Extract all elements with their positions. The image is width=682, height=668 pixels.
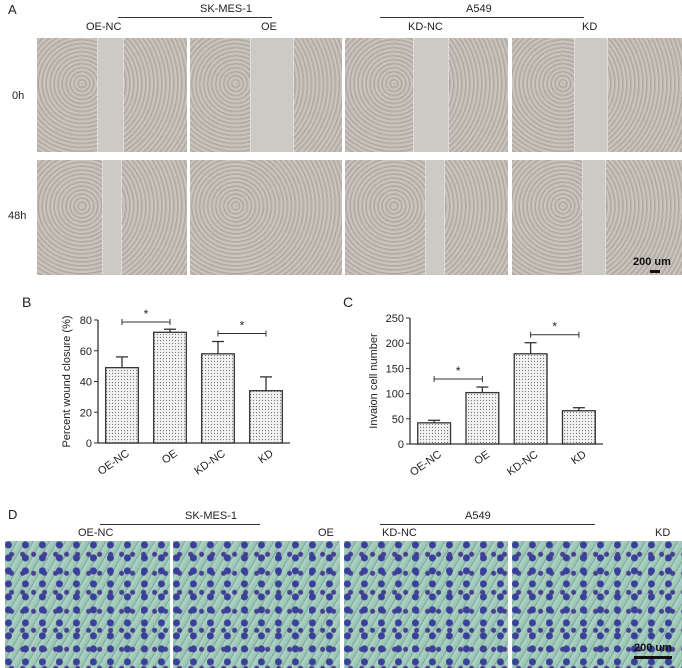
scale-label: 200 um xyxy=(633,256,671,268)
x-tick-label: KD-NC xyxy=(192,448,227,475)
column-label: KD xyxy=(655,527,671,539)
y-tick-label: 0 xyxy=(86,438,92,450)
y-tick-label: 50 xyxy=(392,414,404,426)
micrograph xyxy=(190,160,342,275)
row-label: 48h xyxy=(8,210,27,222)
scale-label: 200 um xyxy=(634,642,672,654)
y-tick-label: 150 xyxy=(386,363,404,375)
y-tick-label: 250 xyxy=(386,313,404,325)
bar-kd-nc xyxy=(513,353,548,445)
x-tick-label: OE-NC xyxy=(96,448,132,475)
bar-kd-nc xyxy=(201,353,235,444)
x-tick-label: KD xyxy=(569,449,588,468)
column-label: KD xyxy=(582,21,598,33)
y-tick-label: 80 xyxy=(80,315,92,327)
group-line xyxy=(380,17,584,18)
micrograph xyxy=(173,541,340,668)
significance-star: * xyxy=(552,320,557,334)
y-tick-label: 0 xyxy=(398,439,404,451)
y-axis-label: Invaion cell number xyxy=(368,333,380,429)
scale-bar xyxy=(634,656,672,659)
micrograph xyxy=(512,160,682,275)
y-tick-label: 100 xyxy=(386,389,404,401)
group-label-sk-mes-1: SK-MES-1 xyxy=(185,510,237,522)
group-line xyxy=(100,524,260,525)
group-label-a549: A549 xyxy=(465,510,491,522)
panel-label: B xyxy=(22,294,31,310)
x-tick-label: OE-NC xyxy=(408,449,444,475)
column-label: OE xyxy=(261,21,277,33)
column-label: KD-NC xyxy=(408,21,443,33)
x-tick-label: KD xyxy=(256,448,275,467)
group-line xyxy=(380,524,595,525)
y-tick-label: 200 xyxy=(386,338,404,350)
bar-oe xyxy=(153,331,187,444)
micrograph xyxy=(37,38,187,152)
chart-b: B 0 20 40 60 80 Percent wound closure (%) OE-NC… xyxy=(22,294,290,475)
x-tick-label: OE xyxy=(472,449,492,468)
x-tick-label: KD-NC xyxy=(505,449,540,475)
micrograph xyxy=(344,541,508,668)
y-tick-label: 20 xyxy=(80,407,92,419)
panel-d-label: D xyxy=(8,507,18,522)
significance-star: * xyxy=(144,307,149,321)
y-axis-label: Percent wound closure (%) xyxy=(61,315,73,447)
column-label: KD-NC xyxy=(382,527,417,539)
column-label: OE xyxy=(318,527,334,539)
panel-label: C xyxy=(343,294,353,310)
panel-a-label: A xyxy=(8,2,17,17)
micrograph xyxy=(512,541,682,668)
bar-oe-nc xyxy=(105,367,139,444)
bar-kd xyxy=(561,410,596,445)
bar-oe xyxy=(465,391,500,445)
micrograph xyxy=(512,38,682,152)
bar-kd xyxy=(249,390,283,444)
micrograph xyxy=(190,38,342,152)
group-line xyxy=(118,17,272,18)
significance-star: * xyxy=(240,319,245,333)
group-label-sk-mes-1: SK-MES-1 xyxy=(200,3,252,15)
x-tick-label: OE xyxy=(160,448,180,467)
bar-oe-nc xyxy=(417,422,452,445)
y-tick-label: 40 xyxy=(80,377,92,389)
significance-star: * xyxy=(456,364,461,378)
column-label: OE-NC xyxy=(86,21,122,33)
micrograph xyxy=(37,160,187,275)
y-tick-label: 60 xyxy=(80,346,92,358)
row-label: 0h xyxy=(12,90,25,102)
chart-c: C 0 50 100 150 200 250 Invaion cell number OE-NC… xyxy=(343,294,603,475)
scale-bar xyxy=(650,270,660,273)
micrograph xyxy=(345,160,508,275)
group-label-a549: A549 xyxy=(466,3,492,15)
micrograph xyxy=(345,38,508,152)
micrograph xyxy=(5,541,170,668)
column-label: OE-NC xyxy=(78,527,114,539)
